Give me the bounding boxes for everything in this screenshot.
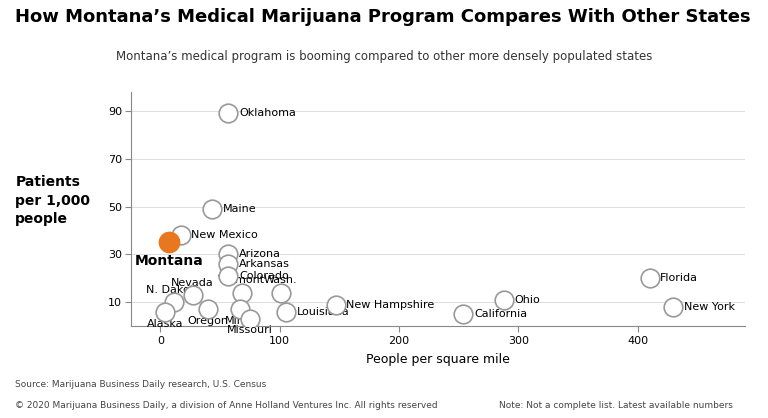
Text: Ohio: Ohio	[515, 295, 541, 305]
Text: Source: Marijuana Business Daily research, U.S. Census: Source: Marijuana Business Daily researc…	[15, 380, 266, 390]
Text: Missouri: Missouri	[227, 325, 273, 335]
Point	[235, 289, 247, 296]
Text: New York: New York	[684, 302, 735, 312]
Point	[163, 239, 175, 246]
Point	[206, 206, 218, 212]
Text: New Mexico: New Mexico	[191, 230, 258, 240]
Text: Wash.: Wash.	[264, 275, 298, 285]
Point	[187, 292, 199, 298]
Point	[174, 232, 187, 239]
Point	[498, 296, 510, 303]
Point	[222, 110, 234, 117]
Text: Oregon: Oregon	[187, 316, 229, 326]
Text: Montana’s medical program is booming compared to other more densely populated st: Montana’s medical program is booming com…	[116, 50, 652, 63]
Point	[243, 316, 256, 322]
Point	[275, 289, 287, 296]
Text: Arizona: Arizona	[239, 250, 281, 260]
Text: Minn.: Minn.	[225, 316, 256, 326]
Point	[202, 306, 214, 313]
Text: N. Dakota: N. Dakota	[146, 285, 201, 295]
Text: Oklahoma: Oklahoma	[239, 108, 296, 118]
Point	[457, 311, 469, 317]
Text: Montana: Montana	[134, 255, 203, 268]
Text: New Hampshire: New Hampshire	[346, 300, 435, 310]
Point	[280, 308, 292, 315]
Text: Maine: Maine	[223, 204, 256, 214]
Text: Arkansas: Arkansas	[239, 259, 290, 269]
Point	[667, 303, 680, 310]
Point	[644, 275, 656, 282]
Text: Note: Not a complete list. Latest available numbers: Note: Not a complete list. Latest availa…	[499, 401, 733, 410]
Text: Alaska: Alaska	[147, 319, 184, 329]
Text: California: California	[474, 309, 528, 319]
Text: Louisiana: Louisiana	[296, 307, 349, 317]
Point	[234, 306, 247, 313]
Text: Vermont: Vermont	[218, 275, 265, 285]
Point	[167, 299, 180, 306]
Point	[159, 308, 171, 315]
Point	[222, 251, 234, 258]
Text: Nevada: Nevada	[171, 278, 214, 288]
Point	[222, 273, 234, 279]
Point	[222, 260, 234, 267]
Text: Colorado: Colorado	[239, 271, 289, 281]
Point	[329, 301, 342, 308]
X-axis label: People per square mile: People per square mile	[366, 353, 510, 366]
Text: © 2020 Marijuana Business Daily, a division of Anne Holland Ventures Inc. All ri: © 2020 Marijuana Business Daily, a divis…	[15, 401, 438, 410]
Text: Patients
per 1,000
people: Patients per 1,000 people	[15, 175, 91, 226]
Text: How Montana’s Medical Marijuana Program Compares With Other States: How Montana’s Medical Marijuana Program …	[15, 8, 751, 26]
Text: Florida: Florida	[660, 273, 698, 283]
